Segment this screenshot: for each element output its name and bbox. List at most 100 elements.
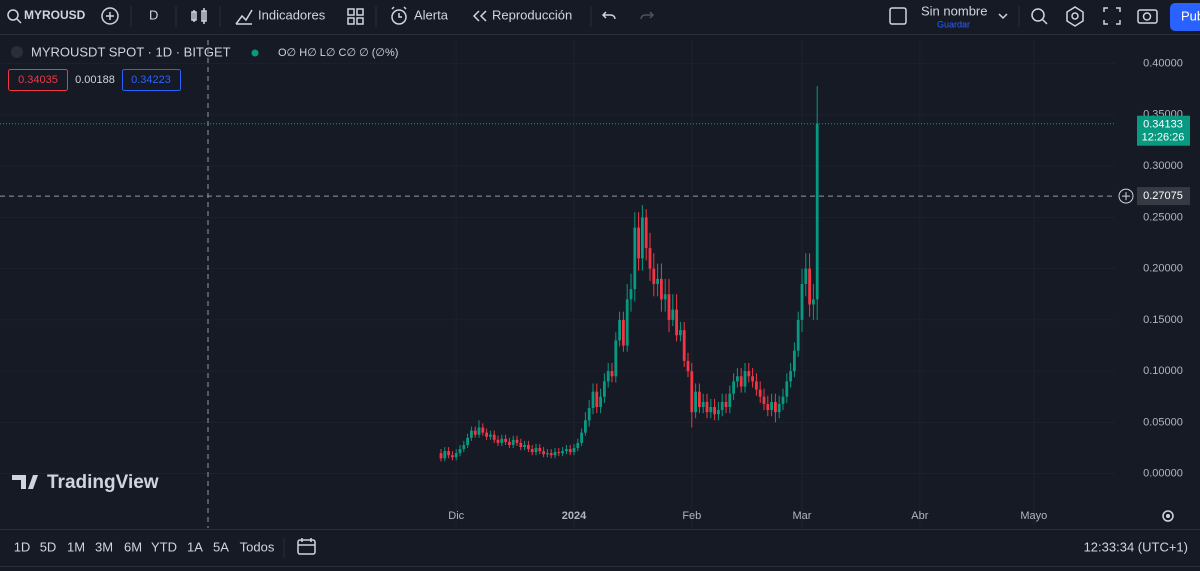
candle-body	[732, 381, 735, 394]
candle-body	[770, 401, 773, 411]
fullscreen-button[interactable]	[1103, 7, 1121, 25]
x-tick-label: Mayo	[1020, 510, 1047, 522]
alert-button[interactable]: Alerta	[414, 7, 449, 22]
snapshot-icon	[1142, 12, 1152, 21]
publish-label[interactable]: Pub	[1181, 8, 1200, 23]
interval[interactable]: D	[149, 7, 158, 22]
bid-box[interactable]	[8, 69, 68, 91]
candle-body	[679, 330, 682, 336]
candle-body	[682, 330, 686, 361]
indicators-button[interactable]: Indicadores	[258, 7, 326, 22]
range-button[interactable]: 1D	[14, 539, 31, 554]
layout-menu[interactable]	[998, 13, 1008, 20]
range-button[interactable]: 5D	[40, 539, 57, 554]
x-tick-label: Dic	[448, 510, 464, 522]
candle-body	[470, 430, 473, 438]
range-button[interactable]: YTD	[151, 539, 177, 554]
candle-body	[739, 376, 743, 387]
x-tick-label: 2024	[562, 510, 587, 522]
candle-body	[530, 449, 534, 453]
compare-icon	[106, 12, 114, 20]
compare-button[interactable]	[101, 7, 119, 25]
candle-body	[690, 371, 694, 413]
candle-body	[804, 268, 808, 284]
candle-body	[568, 449, 572, 453]
add-alert-icon	[1122, 192, 1130, 201]
candle-body	[542, 451, 545, 455]
replay-icon	[472, 10, 487, 22]
redo-button[interactable]	[640, 11, 655, 20]
settings-button[interactable]	[1066, 6, 1084, 27]
range-button[interactable]: 3M	[95, 539, 113, 554]
candle-body	[713, 407, 716, 415]
market-status	[251, 49, 259, 57]
candle-body	[538, 448, 542, 452]
layout-checkbox[interactable]	[889, 7, 907, 25]
y-tick-label: 0.00000	[1143, 468, 1183, 480]
candle-body	[637, 227, 640, 259]
ask-price[interactable]: 0.34223	[131, 74, 171, 86]
candle-body	[462, 444, 466, 450]
add-alert-button[interactable]	[1118, 188, 1134, 204]
candle-body	[758, 389, 762, 397]
candle-body	[622, 319, 625, 346]
clock[interactable]: 12:33:34 (UTC+1)	[1084, 539, 1188, 554]
crosshair-price-label: 0.27075	[1143, 190, 1183, 202]
templates-button[interactable]	[347, 8, 364, 25]
y-tick-label: 0.15000	[1143, 314, 1183, 326]
candle-body	[443, 451, 447, 459]
candle-body	[629, 289, 633, 300]
candle-body	[796, 319, 800, 351]
candle-body	[454, 453, 458, 458]
ask-box[interactable]	[122, 69, 181, 91]
quick-search[interactable]	[1031, 8, 1045, 22]
replay-button[interactable]: Reproducción	[492, 7, 572, 22]
candle-body	[466, 437, 469, 445]
candle-body	[485, 432, 488, 437]
goto-date-button[interactable]	[297, 539, 316, 555]
candle-body	[614, 340, 618, 377]
save-label[interactable]: Guardar	[937, 19, 970, 29]
candle-body	[572, 448, 576, 453]
candle-body	[523, 444, 526, 448]
settings-icon	[1071, 12, 1079, 20]
range-button[interactable]: 1M	[67, 539, 85, 554]
candle-body	[675, 309, 678, 336]
watermark-logo	[12, 475, 38, 489]
candle-body	[519, 442, 523, 448]
range-button[interactable]: 5A	[213, 539, 229, 554]
candle-body	[781, 396, 785, 404]
publish-button[interactable]	[1170, 3, 1200, 31]
symbol[interactable]: MYROUSD	[24, 8, 86, 22]
chart-type-button[interactable]	[191, 8, 207, 24]
range-button[interactable]: 1A	[187, 539, 203, 554]
candle-body	[808, 268, 811, 305]
candle-body	[789, 371, 792, 382]
candle-body	[667, 294, 671, 320]
snapshot-button[interactable]	[1137, 9, 1158, 24]
layout-name[interactable]: Sin nombre	[921, 3, 987, 18]
candle-body	[720, 401, 724, 411]
range-button[interactable]: Todos	[240, 539, 275, 554]
candle-body	[660, 278, 663, 300]
alert-icon	[391, 6, 407, 18]
candle-body	[736, 376, 739, 382]
undo-button[interactable]	[601, 11, 616, 20]
axis-settings[interactable]	[1162, 510, 1174, 522]
candle-body	[698, 391, 701, 408]
candle-body	[511, 439, 515, 445]
candle-body	[439, 453, 443, 459]
candle-body	[477, 427, 481, 435]
candle-body	[766, 403, 770, 411]
candle-body	[793, 350, 796, 372]
y-tick-label: 0.25000	[1143, 211, 1183, 223]
candle-body	[610, 371, 614, 377]
candle-body	[591, 391, 595, 409]
bid-price[interactable]: 0.34035	[18, 74, 58, 86]
candle-body	[743, 371, 747, 387]
range-button[interactable]: 6M	[124, 539, 142, 554]
candle-body	[587, 408, 591, 421]
x-tick-label: Feb	[682, 510, 701, 522]
